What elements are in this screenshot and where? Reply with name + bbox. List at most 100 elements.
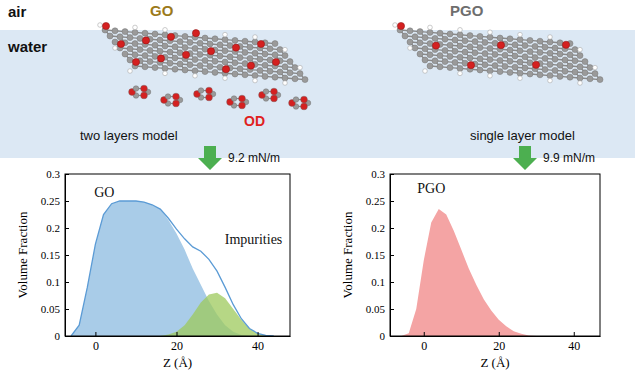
tick-mark bbox=[176, 332, 177, 336]
atom bbox=[127, 35, 133, 41]
tick-label: 0 bbox=[55, 330, 61, 342]
atom bbox=[165, 94, 171, 100]
atom bbox=[272, 41, 278, 47]
atom bbox=[507, 69, 513, 75]
atom bbox=[172, 44, 178, 50]
plot-marks bbox=[71, 201, 274, 336]
atom bbox=[517, 48, 523, 54]
atom bbox=[206, 94, 213, 101]
atom bbox=[207, 41, 213, 47]
atom bbox=[582, 70, 588, 76]
atom bbox=[283, 81, 288, 86]
atom bbox=[198, 88, 204, 94]
atom bbox=[172, 55, 178, 61]
tick-mark bbox=[390, 336, 394, 337]
atom bbox=[141, 85, 148, 92]
atom bbox=[532, 61, 539, 68]
atom bbox=[467, 55, 473, 61]
atom bbox=[142, 30, 148, 36]
atom bbox=[182, 45, 188, 51]
atom bbox=[287, 59, 293, 65]
atom bbox=[422, 46, 428, 52]
atom bbox=[417, 29, 423, 35]
atom bbox=[557, 73, 563, 79]
atom bbox=[587, 65, 593, 71]
atom bbox=[237, 55, 243, 61]
atom bbox=[407, 39, 413, 45]
atom bbox=[141, 92, 148, 99]
atom bbox=[262, 51, 268, 57]
atom bbox=[142, 53, 148, 59]
tick-label: 0.25 bbox=[366, 195, 386, 207]
atom bbox=[206, 87, 213, 94]
atom bbox=[587, 76, 593, 82]
atom bbox=[272, 52, 278, 58]
atom bbox=[163, 71, 168, 76]
atom bbox=[182, 67, 188, 73]
axis-line bbox=[66, 336, 291, 337]
atom bbox=[267, 57, 273, 63]
y-tick: 0.15 bbox=[366, 249, 394, 261]
atom bbox=[182, 51, 189, 58]
atom bbox=[442, 47, 448, 53]
arrow bbox=[513, 146, 537, 170]
atom bbox=[517, 70, 523, 76]
atom bbox=[113, 46, 118, 51]
atom bbox=[517, 37, 523, 43]
atom bbox=[467, 33, 473, 39]
molecule-label: GO bbox=[150, 2, 174, 19]
atom bbox=[252, 50, 258, 56]
atom bbox=[212, 36, 218, 42]
atom bbox=[197, 51, 203, 57]
atom bbox=[457, 54, 463, 60]
chart: 0204000.050.10.150.20.250.3Z (Å)Volume F… bbox=[340, 168, 600, 370]
atom bbox=[177, 39, 183, 45]
atom bbox=[502, 52, 508, 58]
atom bbox=[567, 74, 573, 80]
atom bbox=[567, 52, 573, 58]
atom bbox=[458, 71, 463, 76]
atom bbox=[292, 76, 298, 82]
atom bbox=[572, 47, 578, 53]
atom bbox=[572, 69, 578, 75]
atom bbox=[257, 67, 263, 73]
tick-mark bbox=[65, 336, 69, 337]
atom bbox=[432, 42, 439, 49]
atom bbox=[517, 59, 523, 65]
atom bbox=[242, 38, 248, 44]
atom bbox=[427, 41, 433, 47]
atom bbox=[527, 71, 533, 77]
plot-frame bbox=[390, 174, 600, 336]
tick-mark bbox=[65, 174, 69, 175]
atom bbox=[487, 57, 493, 63]
atom bbox=[442, 36, 448, 42]
atom bbox=[192, 30, 199, 37]
atom bbox=[302, 77, 308, 83]
x-tick: 20 bbox=[171, 332, 183, 353]
atom bbox=[547, 39, 553, 45]
atom bbox=[262, 62, 268, 68]
atom bbox=[217, 42, 223, 48]
y-tick: 0.25 bbox=[366, 195, 394, 207]
atom bbox=[157, 55, 164, 62]
atom bbox=[207, 63, 213, 69]
atom bbox=[263, 89, 269, 95]
atom bbox=[482, 62, 488, 68]
tick-label: 0.1 bbox=[371, 276, 385, 288]
atom bbox=[542, 44, 548, 50]
tick-mark bbox=[65, 309, 69, 310]
atom bbox=[202, 57, 208, 63]
atom bbox=[223, 32, 228, 37]
atom bbox=[442, 59, 448, 65]
arrow bbox=[198, 146, 222, 170]
atom bbox=[477, 33, 483, 39]
atom bbox=[297, 71, 303, 77]
atom bbox=[232, 44, 239, 51]
atom bbox=[272, 58, 279, 65]
atom bbox=[162, 65, 168, 71]
atom bbox=[222, 37, 228, 43]
y-tick: 0.2 bbox=[46, 222, 69, 234]
atom bbox=[222, 59, 228, 65]
x-axis-title: Z (Å) bbox=[163, 355, 192, 370]
atom bbox=[152, 53, 158, 59]
